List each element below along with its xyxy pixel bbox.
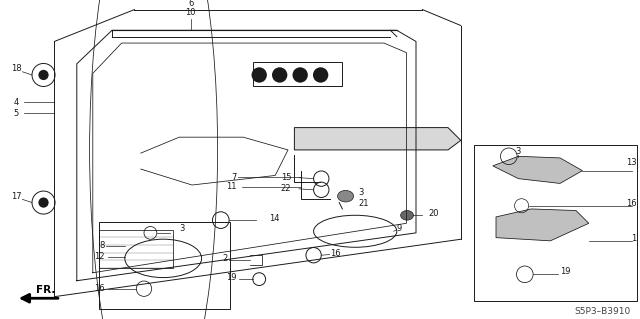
Text: 7: 7 <box>232 173 237 182</box>
Text: FR.: FR. <box>36 285 56 295</box>
Text: 6: 6 <box>188 0 193 8</box>
Text: 8: 8 <box>99 241 104 250</box>
Text: 20: 20 <box>429 209 439 218</box>
Text: 3: 3 <box>179 224 184 233</box>
Text: 9: 9 <box>397 224 402 233</box>
Text: 16: 16 <box>626 199 637 208</box>
Text: 16: 16 <box>93 284 104 293</box>
Text: 5: 5 <box>13 109 19 118</box>
Text: 10: 10 <box>186 8 196 17</box>
Polygon shape <box>493 156 582 183</box>
Bar <box>474 145 637 301</box>
Text: S5P3–B3910: S5P3–B3910 <box>574 307 630 315</box>
Bar <box>253 62 342 86</box>
Text: 14: 14 <box>269 214 279 223</box>
Text: 19: 19 <box>227 273 237 282</box>
Text: 13: 13 <box>626 158 637 167</box>
Text: 11: 11 <box>227 182 237 191</box>
Text: 3: 3 <box>516 147 521 156</box>
Ellipse shape <box>401 211 413 220</box>
Text: 3: 3 <box>358 189 364 197</box>
Circle shape <box>292 67 308 83</box>
Circle shape <box>252 67 267 83</box>
Polygon shape <box>496 209 589 241</box>
Text: 15: 15 <box>281 173 291 182</box>
Bar <box>99 222 230 309</box>
Bar <box>99 230 173 268</box>
Text: 12: 12 <box>94 252 104 261</box>
Text: 22: 22 <box>281 184 291 193</box>
Circle shape <box>313 67 328 83</box>
Text: 1: 1 <box>632 234 637 243</box>
Text: 4: 4 <box>13 98 19 107</box>
Text: 18: 18 <box>11 64 21 73</box>
Text: 17: 17 <box>11 192 21 201</box>
Circle shape <box>272 67 287 83</box>
Circle shape <box>38 197 49 208</box>
Circle shape <box>38 70 49 80</box>
Ellipse shape <box>338 190 354 202</box>
Text: 2: 2 <box>222 254 227 263</box>
Polygon shape <box>294 128 461 150</box>
Text: 19: 19 <box>560 267 570 276</box>
Text: 16: 16 <box>330 249 340 258</box>
Text: 21: 21 <box>358 199 369 208</box>
